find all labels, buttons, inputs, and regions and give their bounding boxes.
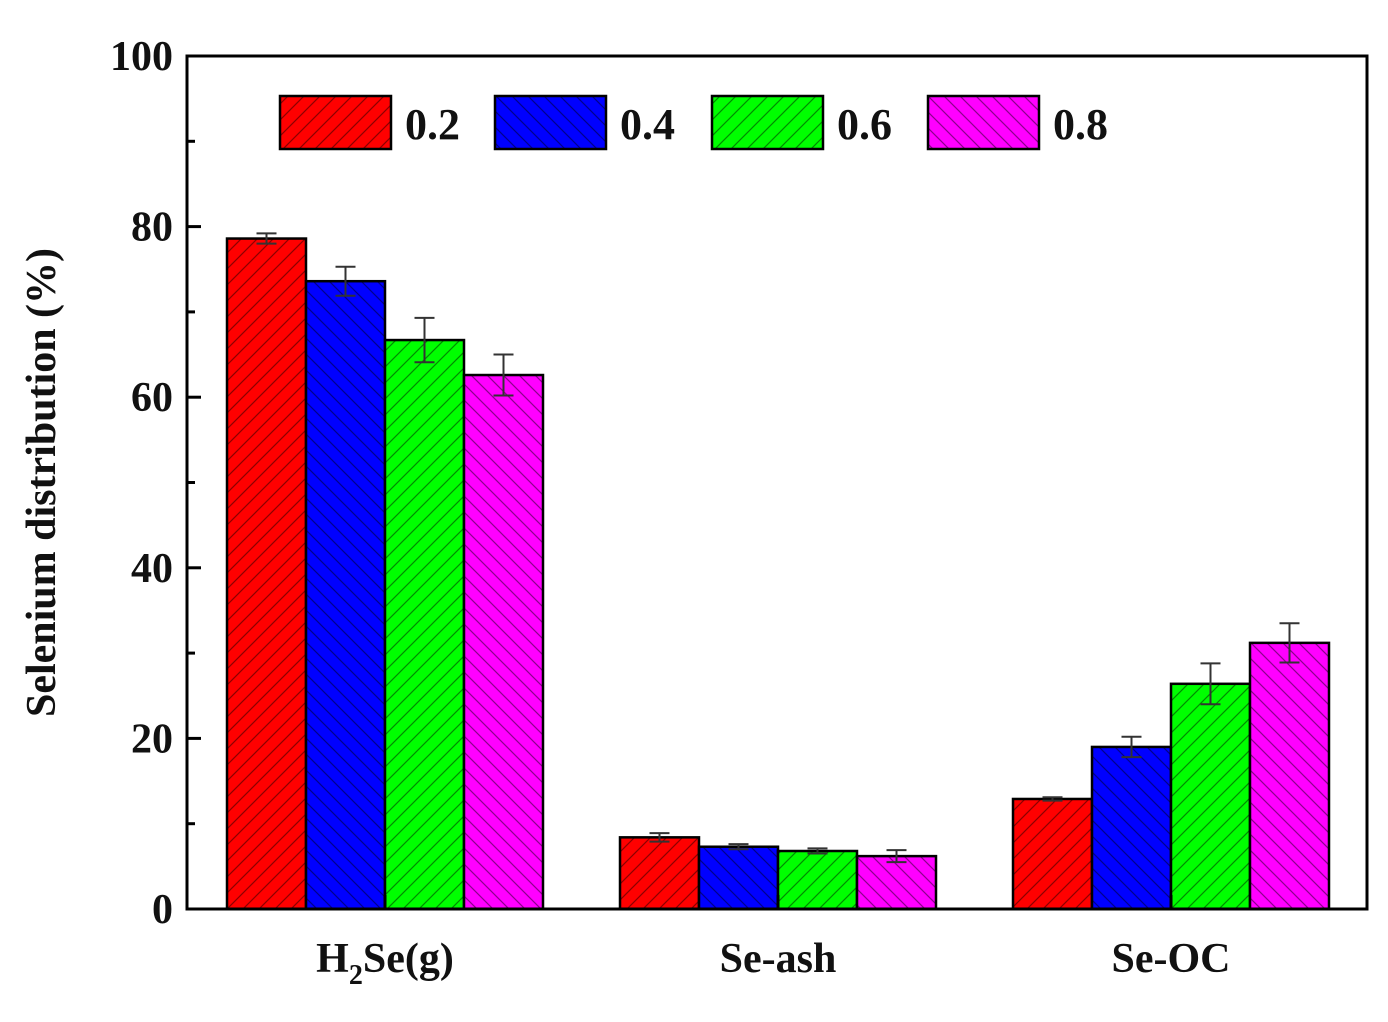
legend-label: 0.2 [405, 100, 460, 149]
error-bars-layer [256, 232, 1300, 864]
error-bar-H2Se(g)-0.6 [414, 316, 435, 364]
legend-label: 0.6 [837, 100, 892, 149]
bar-Se-OC-0.2 [1011, 797, 1094, 911]
error-bar-H2Se(g)-0.4 [335, 265, 356, 297]
legend-label: 0.8 [1053, 100, 1108, 149]
bar-Se-ash-0.8 [855, 854, 938, 911]
legend-item-0.6: 0.6 [710, 94, 892, 151]
x-tick-label: Se-ash [720, 936, 837, 982]
bar-Se-ash-0.4 [697, 845, 780, 911]
bars-layer [225, 237, 1331, 911]
legend-swatch [278, 94, 393, 151]
y-tick-label: 100 [110, 34, 173, 80]
bar-H2Se(g)-0.8 [462, 373, 545, 911]
y-axis-title: Selenium distribution (%) [19, 248, 65, 717]
error-bar-Se-ash-0.6 [807, 847, 828, 855]
legend-swatch [493, 94, 608, 151]
y-tick-label: 0 [152, 887, 173, 933]
legend-item-0.2: 0.2 [278, 94, 460, 151]
error-bar-H2Se(g)-0.2 [256, 232, 277, 245]
bar-Se-OC-0.4 [1090, 745, 1173, 911]
bar-Se-OC-0.8 [1248, 641, 1331, 911]
y-tick-label: 80 [131, 205, 173, 251]
y-axis: 0 20 40 60 80 100 [110, 34, 201, 933]
error-bar-Se-OC-0.4 [1121, 735, 1142, 759]
error-bar-Se-OC-0.6 [1200, 662, 1221, 706]
error-bar-Se-ash-0.8 [886, 849, 907, 864]
error-bar-Se-ash-0.4 [728, 843, 749, 851]
legend: 0.2 0.4 0.6 0.8 [278, 94, 1108, 151]
legend-swatch [926, 94, 1041, 151]
error-bar-H2Se(g)-0.8 [493, 353, 514, 397]
x-tick-label: H2Se(g) [316, 936, 454, 991]
y-tick-label: 20 [131, 716, 173, 762]
error-bar-Se-OC-0.2 [1042, 796, 1063, 802]
x-axis: H2Se(g) Se-ash Se-OC [316, 895, 1231, 991]
bar-Se-ash-0.2 [618, 836, 701, 911]
x-tick-label: Se-OC [1112, 936, 1231, 982]
bar-H2Se(g)-0.2 [225, 237, 308, 911]
bar-Se-OC-0.6 [1169, 682, 1252, 911]
error-bar-Se-OC-0.8 [1279, 622, 1300, 664]
legend-item-0.4: 0.4 [493, 94, 675, 151]
bar-H2Se(g)-0.6 [383, 338, 466, 911]
legend-item-0.8: 0.8 [926, 94, 1108, 151]
legend-label: 0.4 [620, 100, 675, 149]
legend-swatch [710, 94, 825, 151]
y-tick-label: 60 [131, 375, 173, 421]
bar-Se-ash-0.6 [776, 849, 859, 911]
bar-H2Se(g)-0.4 [304, 279, 387, 911]
error-bar-Se-ash-0.2 [649, 832, 670, 843]
y-tick-label: 40 [131, 546, 173, 592]
